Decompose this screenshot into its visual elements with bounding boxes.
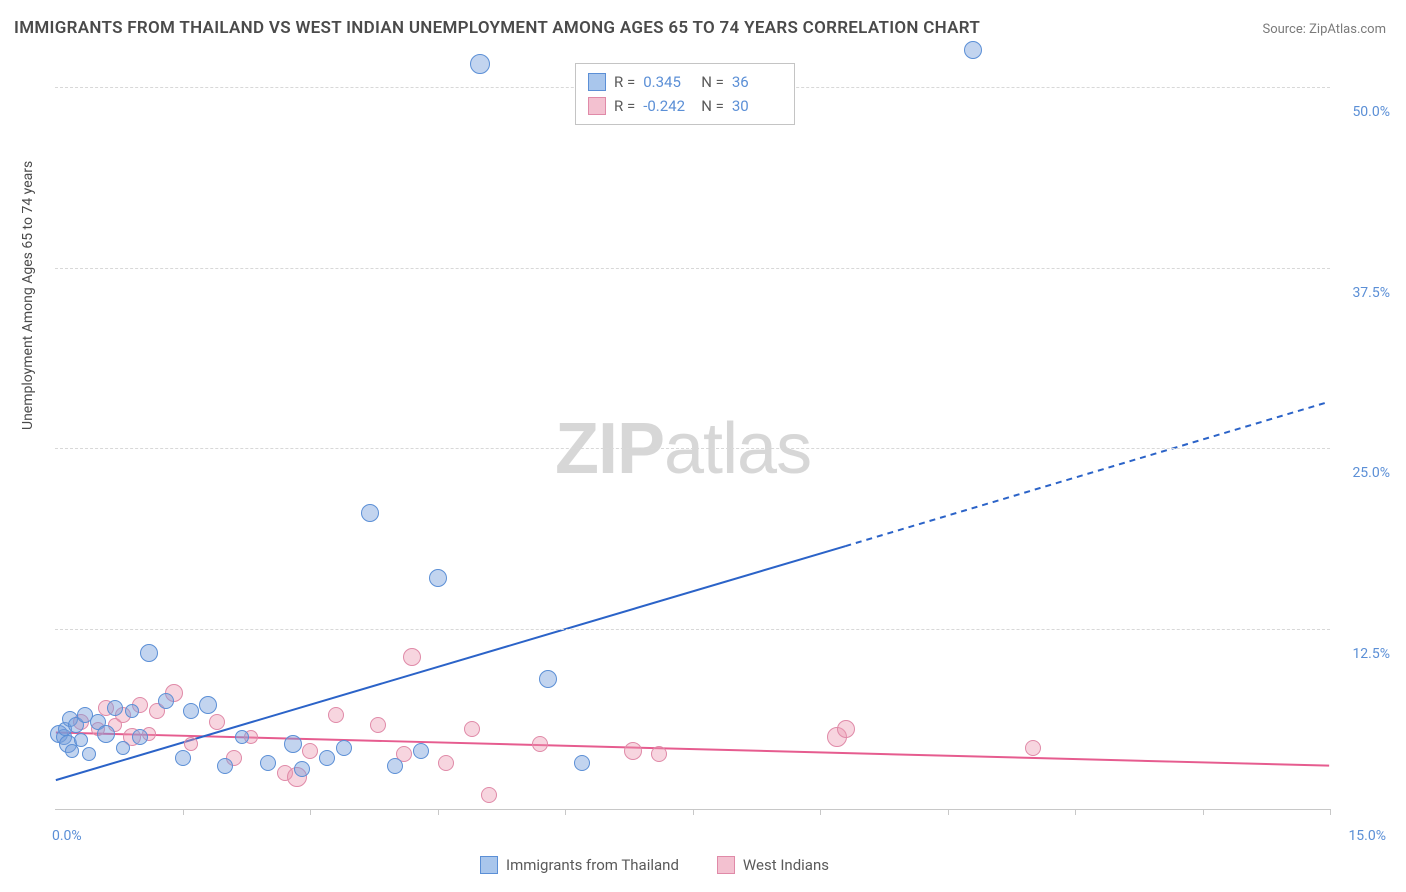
- x-tick: [310, 809, 311, 815]
- legend-bottom: Immigrants from Thailand West Indians: [480, 856, 829, 874]
- data-point-thailand: [125, 704, 139, 718]
- data-point-thailand: [294, 761, 310, 777]
- x-tick: [1203, 809, 1204, 815]
- legend-stats-row-thailand: R = 0.345 N = 36: [588, 70, 782, 94]
- x-tick-label-min: 0.0%: [52, 828, 82, 844]
- x-tick: [1330, 809, 1331, 815]
- swatch-thailand-icon: [480, 856, 498, 874]
- legend-label-west-indian: West Indians: [743, 856, 829, 874]
- data-point-thailand: [361, 504, 379, 522]
- data-point-thailand: [574, 755, 590, 771]
- x-tick: [438, 809, 439, 815]
- y-tick-label: 37.5%: [1335, 285, 1390, 301]
- data-point-west-indian: [624, 742, 642, 760]
- trend-lines: [55, 58, 1330, 809]
- stat-n-thailand: 36: [732, 70, 782, 94]
- chart-title: IMMIGRANTS FROM THAILAND VS WEST INDIAN …: [14, 18, 980, 38]
- data-point-thailand: [964, 41, 982, 59]
- stat-n-label: N =: [701, 94, 724, 118]
- data-point-thailand: [235, 730, 249, 744]
- x-tick: [693, 809, 694, 815]
- swatch-thailand: [588, 73, 606, 91]
- data-point-west-indian: [302, 743, 318, 759]
- data-point-thailand: [116, 741, 130, 755]
- legend-item-west-indian: West Indians: [717, 856, 829, 874]
- data-point-thailand: [65, 744, 79, 758]
- chart-area: ZIPatlas 12.5%25.0%37.5%50.0% R = 0.345 …: [55, 58, 1330, 810]
- data-point-thailand: [132, 729, 148, 745]
- stat-r-thailand: 0.345: [643, 70, 693, 94]
- legend-label-thailand: Immigrants from Thailand: [506, 856, 679, 874]
- data-point-west-indian: [370, 717, 386, 733]
- swatch-west-indian: [588, 97, 606, 115]
- data-point-west-indian: [651, 746, 667, 762]
- data-point-thailand: [107, 700, 123, 716]
- data-point-thailand: [319, 750, 335, 766]
- stat-r-label: R =: [614, 94, 635, 118]
- y-tick-label: 25.0%: [1335, 465, 1390, 481]
- x-tick: [1075, 809, 1076, 815]
- legend-stats-box: R = 0.345 N = 36 R = -0.242 N = 30: [575, 63, 795, 125]
- y-tick-label: 12.5%: [1335, 646, 1390, 662]
- y-tick-label: 50.0%: [1335, 104, 1390, 120]
- stat-r-west-indian: -0.242: [643, 94, 693, 118]
- data-point-thailand: [74, 733, 88, 747]
- data-point-thailand: [470, 54, 490, 74]
- gridline-h: [55, 268, 1330, 269]
- data-point-west-indian: [328, 707, 344, 723]
- data-point-thailand: [260, 755, 276, 771]
- data-point-thailand: [82, 747, 96, 761]
- data-point-thailand: [429, 569, 447, 587]
- data-point-west-indian: [403, 648, 421, 666]
- data-point-thailand: [284, 735, 302, 753]
- x-tick: [183, 809, 184, 815]
- x-tick-label-max: 15.0%: [1348, 828, 1386, 844]
- data-point-thailand: [387, 758, 403, 774]
- data-point-thailand: [217, 758, 233, 774]
- data-point-thailand: [175, 750, 191, 766]
- source-label: Source: ZipAtlas.com: [1262, 22, 1386, 37]
- gridline-h: [55, 448, 1330, 449]
- data-point-thailand: [199, 696, 217, 714]
- stat-n-label: N =: [701, 70, 724, 94]
- swatch-west-indian-icon: [717, 856, 735, 874]
- stat-n-west-indian: 30: [732, 94, 782, 118]
- data-point-thailand: [539, 670, 557, 688]
- data-point-west-indian: [1025, 740, 1041, 756]
- data-point-thailand: [97, 725, 115, 743]
- data-point-thailand: [140, 644, 158, 662]
- x-tick: [820, 809, 821, 815]
- legend-stats-row-west-indian: R = -0.242 N = 30: [588, 94, 782, 118]
- data-point-west-indian: [184, 737, 198, 751]
- data-point-west-indian: [209, 714, 225, 730]
- data-point-thailand: [413, 743, 429, 759]
- data-point-thailand: [336, 740, 352, 756]
- data-point-west-indian: [464, 721, 480, 737]
- y-axis-title: Unemployment Among Ages 65 to 74 years: [20, 161, 36, 430]
- gridline-h: [55, 629, 1330, 630]
- data-point-west-indian: [438, 755, 454, 771]
- data-point-west-indian: [532, 736, 548, 752]
- stat-r-label: R =: [614, 70, 635, 94]
- x-tick: [565, 809, 566, 815]
- plot-region: ZIPatlas 12.5%25.0%37.5%50.0%: [55, 58, 1330, 809]
- legend-item-thailand: Immigrants from Thailand: [480, 856, 679, 874]
- data-point-west-indian: [481, 787, 497, 803]
- x-tick: [948, 809, 949, 815]
- data-point-west-indian: [837, 720, 855, 738]
- data-point-thailand: [183, 703, 199, 719]
- data-point-thailand: [158, 693, 174, 709]
